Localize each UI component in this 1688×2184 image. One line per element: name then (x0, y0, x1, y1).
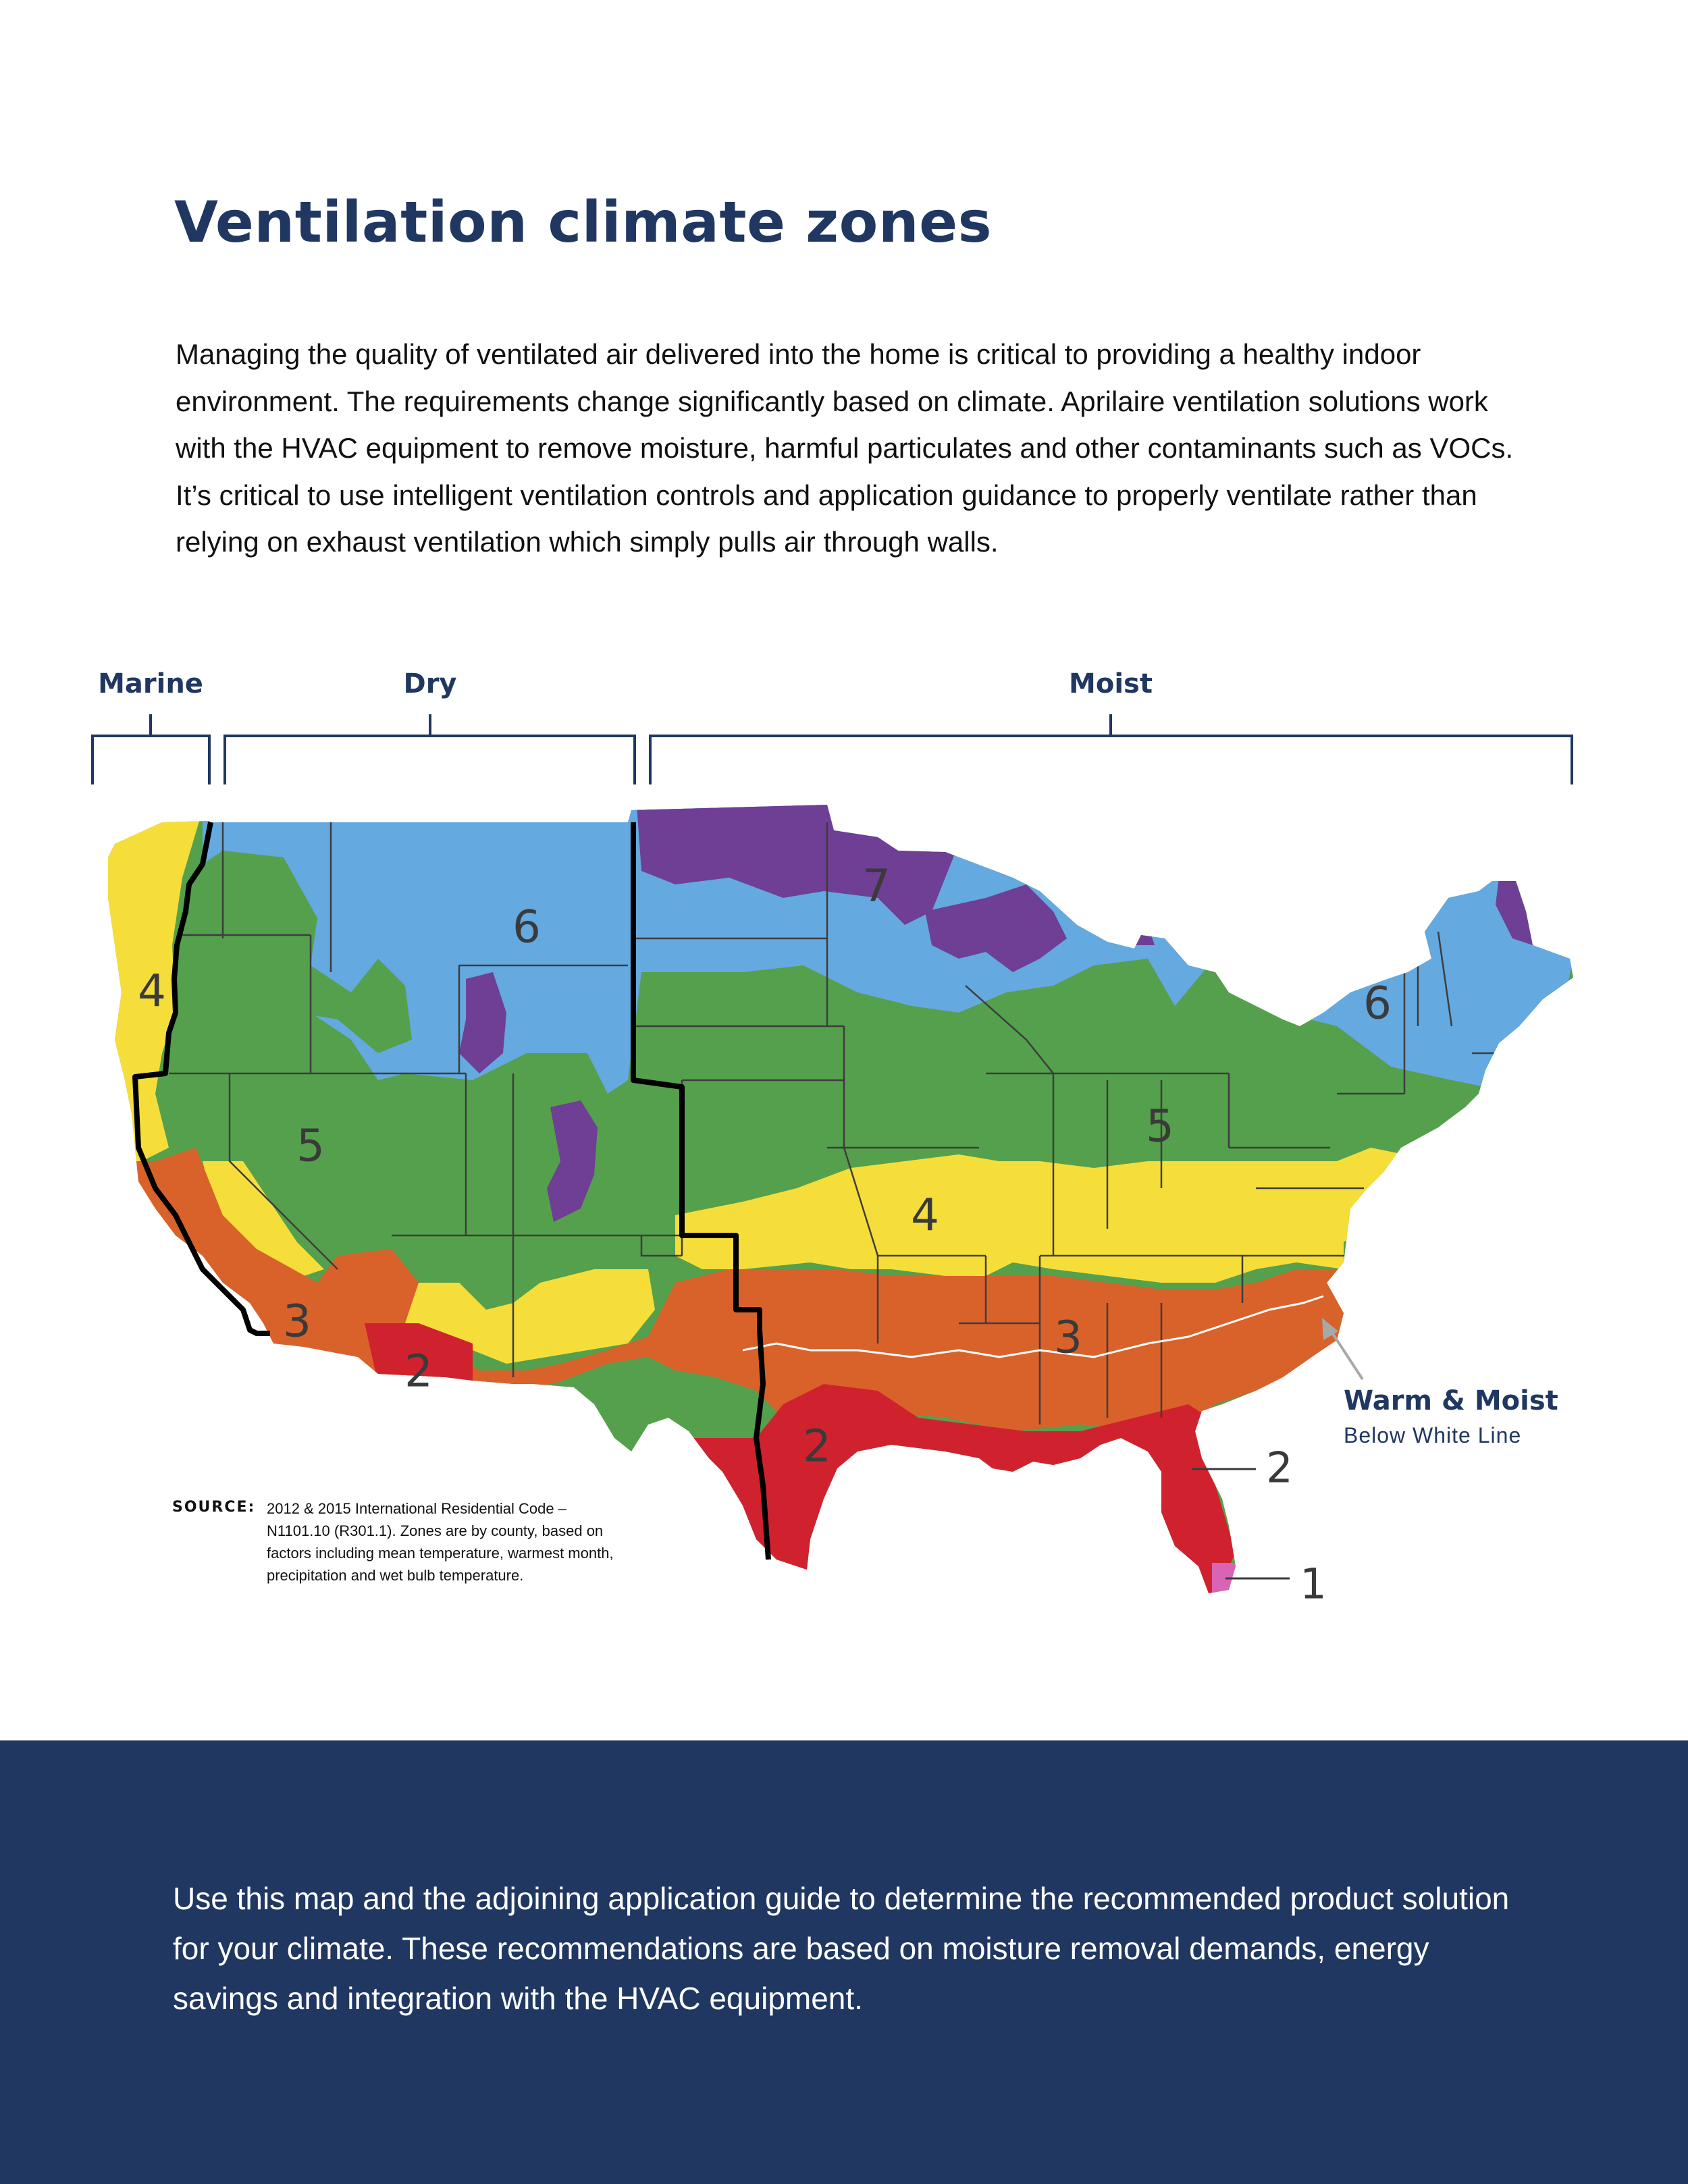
source-label: SOURCE: (172, 1499, 256, 1516)
callout-lines (1192, 1318, 1364, 1580)
footer-band (0, 1740, 1688, 2184)
zone-label-3-west: 3 (283, 1295, 311, 1348)
region-brackets (91, 714, 1573, 784)
zone-label-6-east: 6 (1363, 977, 1392, 1030)
zone-2-callout: 2 (1266, 1443, 1293, 1493)
climate-zone-map (108, 805, 1573, 1593)
zone-label-4-coast: 4 (138, 965, 166, 1017)
zone-label-5-west: 5 (296, 1119, 325, 1172)
intro-paragraph: Managing the quality of ventilated air d… (176, 338, 1514, 558)
footer-text: Use this map and the adjoining applicati… (173, 1881, 1510, 2016)
zone-label-6-west: 6 (512, 901, 541, 953)
zone-label-7: 7 (862, 859, 891, 912)
dry-label: Dry (403, 668, 457, 699)
warm-moist-subtitle: Below White Line (1344, 1423, 1522, 1447)
moist-label: Moist (1069, 668, 1153, 699)
zone-label-2-west: 2 (404, 1345, 433, 1397)
zone-label-3-east: 3 (1054, 1311, 1082, 1364)
zone-label-4-central: 4 (911, 1189, 939, 1242)
zone-label-2-texas: 2 (803, 1420, 831, 1472)
page-title: Ventilation climate zones (174, 189, 993, 255)
zone-label-5-east: 5 (1146, 1100, 1174, 1152)
source-text: 2012 & 2015 International Residential Co… (267, 1500, 614, 1584)
warm-moist-title: Warm & Moist (1344, 1385, 1558, 1416)
marine-label: Marine (98, 668, 203, 699)
zone-1-callout: 1 (1300, 1559, 1327, 1609)
